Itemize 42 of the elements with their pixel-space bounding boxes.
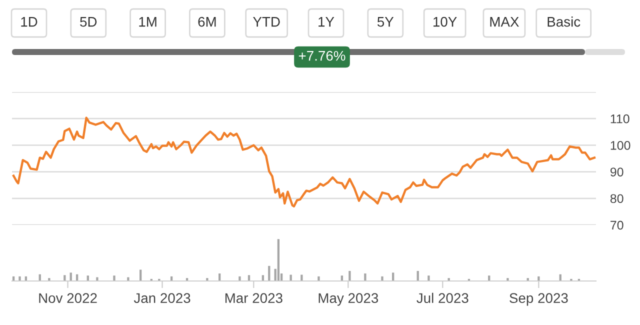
y-tick-label: 90 xyxy=(610,168,624,176)
bar xyxy=(18,276,21,281)
text: 5D xyxy=(80,17,97,27)
bar xyxy=(381,276,384,281)
text: 1Y xyxy=(318,17,334,27)
bar xyxy=(364,273,366,281)
x-tick-label: Nov 2022 xyxy=(39,293,97,304)
bar xyxy=(206,278,208,281)
bar xyxy=(538,276,540,281)
bar xyxy=(506,278,509,281)
text: 5Y xyxy=(377,17,394,27)
y-tick-label: 80 xyxy=(610,194,624,204)
bar xyxy=(290,274,292,281)
x-tick-label: Jan 2023 xyxy=(134,293,190,304)
bar xyxy=(300,274,303,281)
bar xyxy=(127,277,130,281)
bar xyxy=(428,276,430,281)
y-tick-label: 110 xyxy=(610,114,630,124)
y-tick-label: 70 xyxy=(610,220,624,230)
text: YTD xyxy=(253,17,280,27)
bar xyxy=(318,276,320,281)
bar xyxy=(238,276,241,281)
x-tick-label: May 2023 xyxy=(318,293,378,306)
text: 6M xyxy=(198,16,216,27)
bar xyxy=(96,277,98,281)
x-tick-label: Jul 2023 xyxy=(416,292,468,304)
bar xyxy=(139,270,142,281)
text: MAX xyxy=(490,17,519,27)
bar xyxy=(113,276,116,281)
bar xyxy=(348,270,351,281)
text: Basic xyxy=(548,16,580,27)
x-tick-label: Mar 2023 xyxy=(225,293,282,304)
bar xyxy=(48,278,50,281)
text: +7.76% xyxy=(298,50,346,61)
text: 10Y xyxy=(434,16,457,27)
x-tick-label: Sep 2023 xyxy=(510,293,568,306)
text: 1D xyxy=(21,17,38,27)
text: 1M xyxy=(139,17,156,27)
bar xyxy=(64,275,66,281)
y-tick-label: 100 xyxy=(610,141,630,150)
bar xyxy=(277,239,280,281)
line-series xyxy=(12,116,596,208)
